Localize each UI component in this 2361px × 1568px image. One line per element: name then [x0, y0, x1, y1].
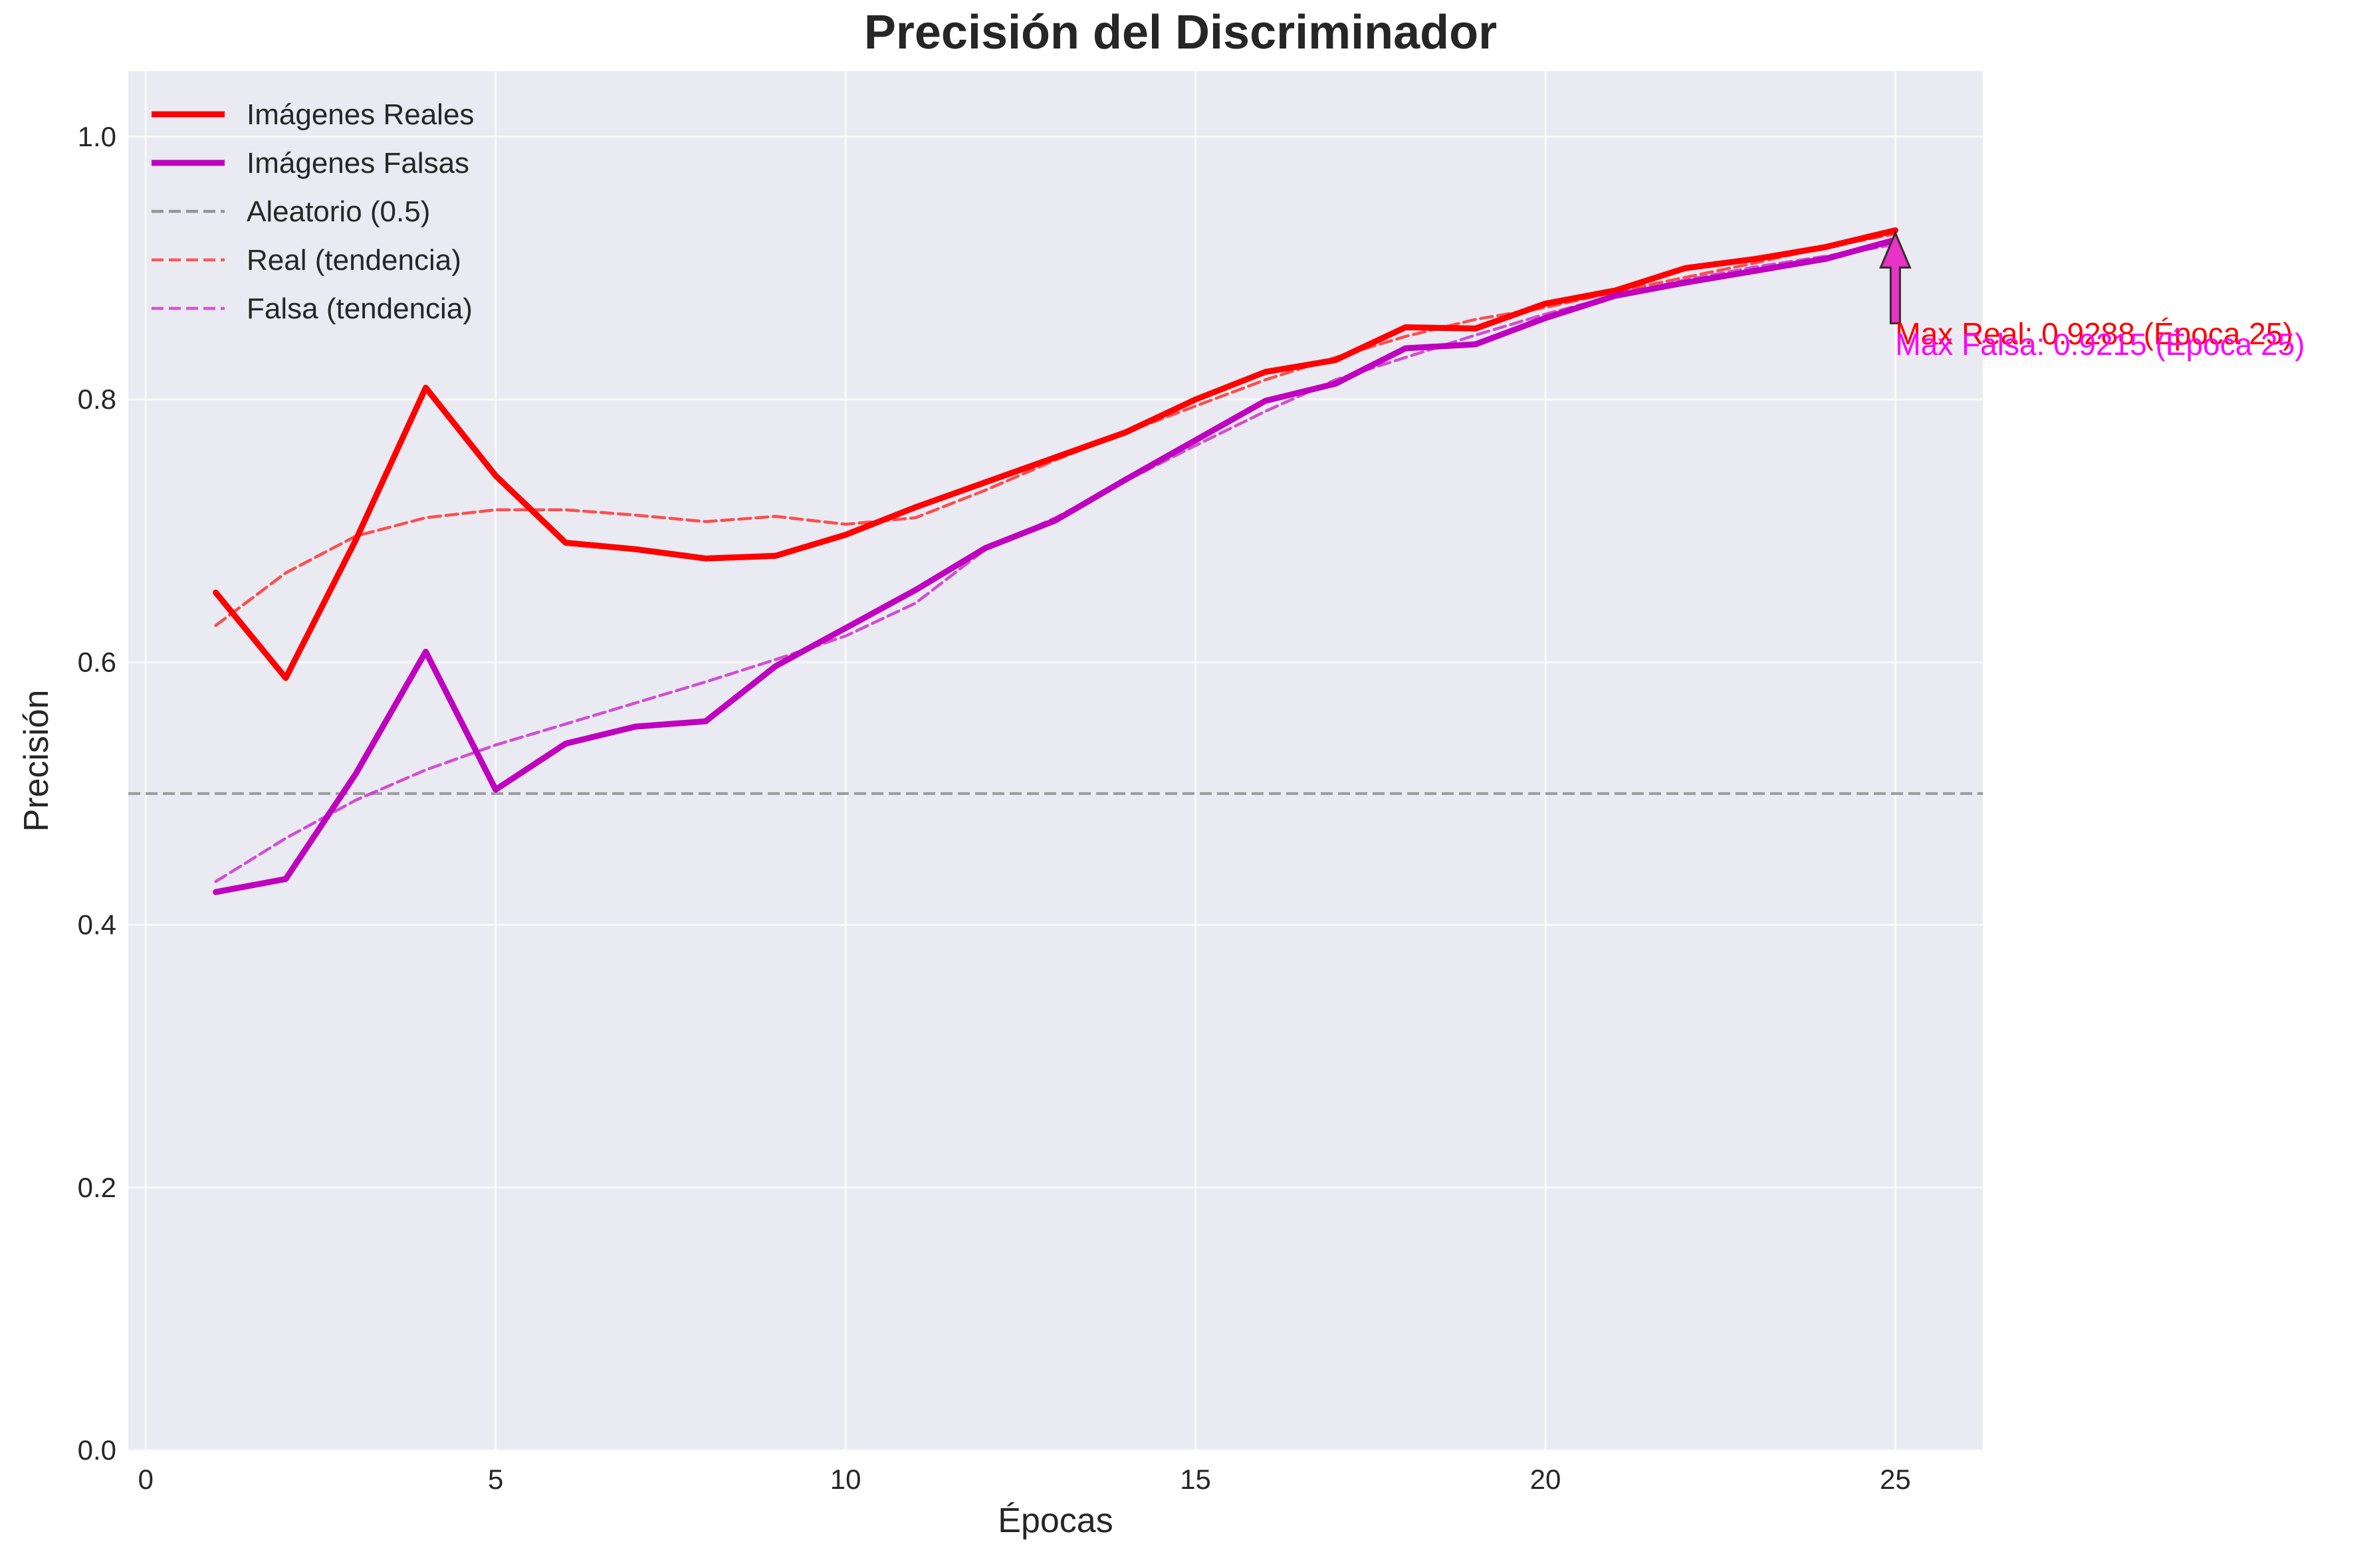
y-tick-label: 0.0 — [78, 1434, 116, 1466]
legend-label: Falsa (tendencia) — [247, 292, 473, 325]
annotation-max-falsa: Max Falsa: 0.9215 (Época 25) — [1895, 327, 2305, 362]
y-axis-label: Precisión — [17, 690, 56, 832]
y-tick-label: 0.6 — [78, 646, 116, 677]
plot-area — [128, 71, 1983, 1450]
x-axis-label: Épocas — [998, 1502, 1113, 1540]
legend-label: Aleatorio (0.5) — [247, 195, 430, 228]
y-tick-label: 0.4 — [78, 909, 116, 941]
series-imágenes-falsas-line — [213, 237, 1898, 895]
y-tick-label: 0.2 — [78, 1172, 116, 1203]
annotation-max-real: Max Real: 0.9288 (Época 25) — [1895, 316, 2293, 351]
x-tick-label: 20 — [1530, 1464, 1561, 1495]
legend-label: Imágenes Falsas — [247, 147, 469, 179]
legend-label: Imágenes Reales — [247, 98, 474, 131]
max-annotation-arrow — [1879, 230, 1912, 324]
series-imágenes-reales-line — [213, 227, 1898, 681]
x-tick-label: 25 — [1880, 1464, 1911, 1495]
chart-title: Precisión del Discriminador — [863, 6, 1498, 59]
legend-label: Real (tendencia) — [247, 244, 461, 277]
y-tick-label: 0.8 — [78, 384, 116, 415]
x-tick-label: 5 — [488, 1464, 503, 1495]
y-tick-label: 1.0 — [78, 121, 116, 152]
x-tick-label: 10 — [830, 1464, 861, 1495]
x-tick-label: 0 — [138, 1464, 154, 1495]
x-tick-label: 15 — [1180, 1464, 1211, 1495]
